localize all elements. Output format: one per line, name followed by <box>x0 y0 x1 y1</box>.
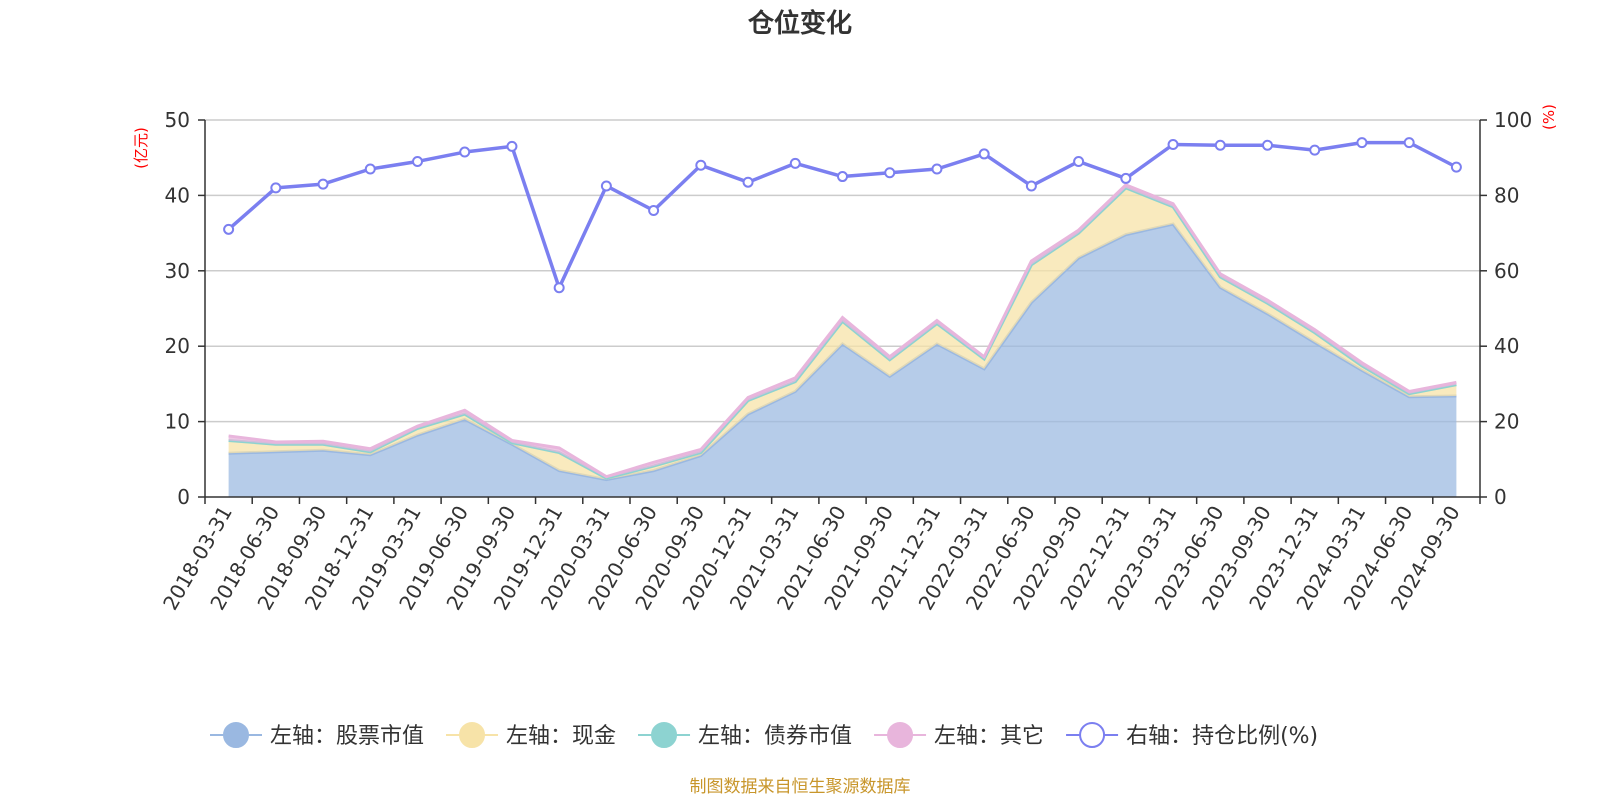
ratio-point <box>1262 139 1273 151</box>
left-axis-tick-label: 0 <box>177 485 190 509</box>
ratio-point <box>553 282 565 294</box>
area-series-0 <box>228 224 1457 497</box>
ratio-point <box>270 182 282 194</box>
ratio-point <box>459 146 471 158</box>
legend-label-1: 左轴：现金 <box>506 724 616 749</box>
ratio-point <box>1309 144 1321 156</box>
left-axis-tick-label: 50 <box>165 108 190 132</box>
ratio-point <box>1214 139 1226 151</box>
right-axis-tick-label: 80 <box>1494 183 1519 207</box>
left-axis-tick-label: 20 <box>165 334 190 358</box>
legend-label-3: 左轴：其它 <box>934 724 1044 749</box>
stacked-areas <box>228 183 1457 497</box>
legend-label-4: 右轴：持仓比例(%) <box>1126 724 1318 749</box>
right-axis-tick-label: 0 <box>1494 485 1507 509</box>
ratio-point <box>1120 172 1132 184</box>
area-series-1 <box>228 187 1457 480</box>
ratio-point <box>1073 155 1085 167</box>
ratio-point <box>412 155 423 167</box>
ratio-line <box>227 140 1458 290</box>
right-axis-tick-label: 40 <box>1494 334 1519 358</box>
ratio-point <box>978 148 990 160</box>
ratio-point <box>223 223 235 235</box>
ratio-point <box>1403 137 1415 149</box>
ratio-point <box>317 178 329 190</box>
legend-marker-3 <box>887 722 914 748</box>
legend-marker-1 <box>459 722 486 748</box>
ratio-point <box>506 140 518 152</box>
right-axis-unit: (%) <box>1540 104 1558 130</box>
ratio-point <box>931 163 943 175</box>
legend-marker-0 <box>223 722 249 748</box>
right-axis-tick-label: 20 <box>1494 410 1519 434</box>
ratio-point <box>1356 137 1368 149</box>
area-series-edge-3 <box>228 183 1457 479</box>
ratio-point <box>837 171 848 183</box>
left-axis-tick-label: 10 <box>165 410 190 434</box>
ratio-point <box>364 163 376 175</box>
ratio-line-series <box>223 137 1462 294</box>
ratio-point <box>789 157 801 169</box>
right-axis-tick-label: 60 <box>1494 259 1519 283</box>
left-axis-tick-label: 30 <box>165 259 190 283</box>
chart-title: 仓位变化 <box>747 8 852 39</box>
legend-marker-2 <box>651 722 678 748</box>
ratio-point <box>1167 139 1179 151</box>
ratio-point <box>1025 180 1037 192</box>
legend-label-0: 左轴：股票市值 <box>270 724 424 749</box>
ratio-point <box>648 204 660 216</box>
legend-marker-4 <box>1079 722 1106 748</box>
ratio-point <box>1450 161 1462 173</box>
legend-label-2: 左轴：债券市值 <box>698 724 852 749</box>
left-axis-tick-label: 40 <box>165 183 190 207</box>
ratio-point <box>695 159 707 171</box>
data-source-note: 制图数据来自恒生聚源数据库 <box>690 777 911 797</box>
ratio-point <box>600 180 612 192</box>
right-axis-tick-label: 100 <box>1494 108 1532 132</box>
left-axis-unit: (亿元) <box>132 127 150 169</box>
legend: 左轴：股票市值 左轴：现金 左轴：债券市值 左轴：其它 右轴：持仓比例(%) <box>210 722 1318 749</box>
ratio-point <box>742 176 754 188</box>
ratio-point <box>884 167 896 179</box>
